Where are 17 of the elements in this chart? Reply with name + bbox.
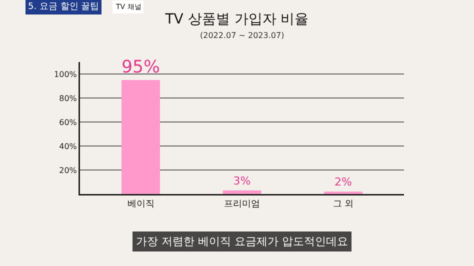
chart-subtitle: (2022.07 ~ 2023.07) [200,31,284,40]
y-tick-label: 40% [59,142,78,151]
text: 5. 요금 할인 꿀팁 [28,2,100,12]
y-tick-label: 20% [59,166,78,175]
x-tick-label: 프리미엄 [224,199,260,210]
data-label: 95% [122,58,160,78]
y-tick-label: 80% [59,94,78,103]
bar [122,80,160,194]
y-tick-label: 100% [54,70,78,79]
x-tick-label: 베이직 [127,199,154,210]
y-tick-label: 60% [59,118,78,127]
x-tick-label: 그 외 [332,199,354,210]
bar [222,190,262,194]
chart-title: TV 상품별 가입자 비율 [164,12,309,28]
data-label: 3% [233,174,251,188]
text: 가장 저렴한 베이직 요금제가 압도적인데요 [136,235,348,248]
data-label: 2% [334,176,352,189]
